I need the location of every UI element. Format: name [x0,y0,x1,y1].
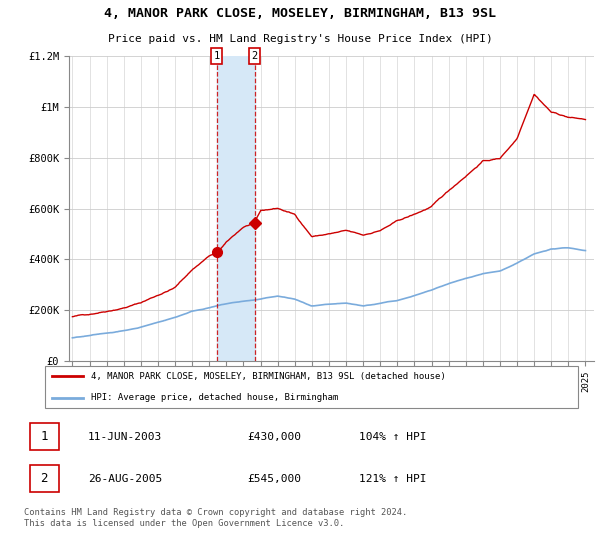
Text: £430,000: £430,000 [247,432,301,442]
FancyBboxPatch shape [29,465,59,492]
Text: £545,000: £545,000 [247,474,301,484]
Text: 11-JUN-2003: 11-JUN-2003 [88,432,163,442]
Text: Contains HM Land Registry data © Crown copyright and database right 2024.
This d: Contains HM Land Registry data © Crown c… [24,508,407,528]
Text: 4, MANOR PARK CLOSE, MOSELEY, BIRMINGHAM, B13 9SL (detached house): 4, MANOR PARK CLOSE, MOSELEY, BIRMINGHAM… [91,372,445,381]
Text: 1: 1 [214,51,220,61]
Text: HPI: Average price, detached house, Birmingham: HPI: Average price, detached house, Birm… [91,393,338,402]
Text: 26-AUG-2005: 26-AUG-2005 [88,474,163,484]
FancyBboxPatch shape [45,366,578,408]
Bar [217,56,254,361]
Text: 2: 2 [40,472,48,485]
Text: 104% ↑ HPI: 104% ↑ HPI [359,432,426,442]
Text: 4, MANOR PARK CLOSE, MOSELEY, BIRMINGHAM, B13 9SL: 4, MANOR PARK CLOSE, MOSELEY, BIRMINGHAM… [104,7,496,20]
FancyBboxPatch shape [29,423,59,450]
Text: Price paid vs. HM Land Registry's House Price Index (HPI): Price paid vs. HM Land Registry's House … [107,34,493,44]
Text: 121% ↑ HPI: 121% ↑ HPI [359,474,426,484]
Text: 1: 1 [40,431,48,444]
Text: 2: 2 [251,51,257,61]
